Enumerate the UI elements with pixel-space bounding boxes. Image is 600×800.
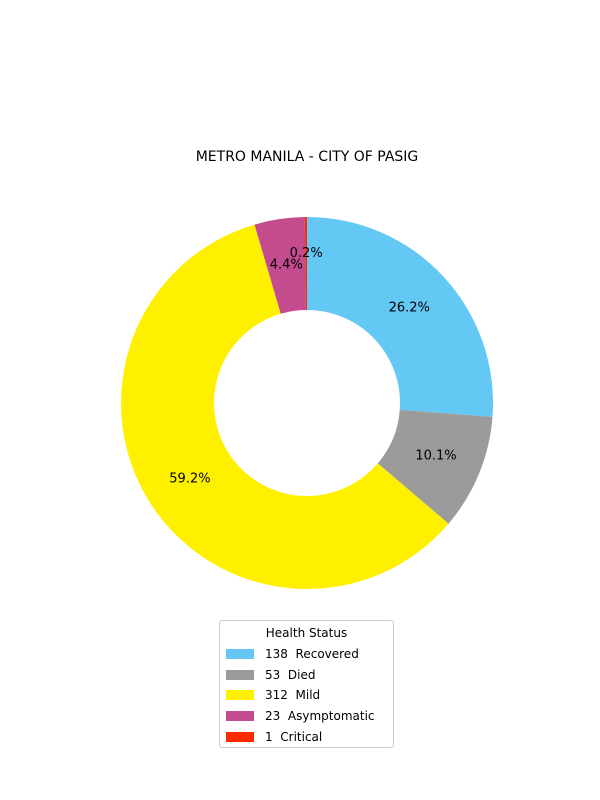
legend-swatch: [226, 649, 254, 659]
legend-title: Health Status: [265, 626, 348, 640]
legend-swatch: [226, 731, 254, 742]
legend-label: 1 Critical: [265, 729, 323, 744]
percent-label-critical: 0.2%: [290, 246, 323, 261]
legend-item-mild: 312 Mild: [226, 687, 320, 703]
legend-label: 312 Mild: [265, 688, 321, 703]
legend-item-critical: 1 Critical: [226, 729, 322, 745]
percent-label-died: 10.1%: [415, 449, 456, 464]
legend-swatch: [226, 711, 254, 722]
slice-critical: [304, 217, 307, 311]
legend-item-died: 53 Died: [226, 667, 315, 683]
legend: Health Status 138 Recovered 53 Died 312 Mi…: [219, 620, 394, 748]
slice-mild: [121, 224, 449, 589]
legend-label: 138 Recovered: [265, 647, 359, 661]
legend-item-asymptomatic: 23 Asymptomatic: [226, 708, 375, 724]
percent-label-mild: 59.2%: [169, 471, 210, 486]
slice-died: [377, 409, 493, 524]
legend-label: 53 Died: [265, 667, 316, 682]
legend-swatch: [226, 690, 254, 701]
slice-asymptomatic: [254, 217, 306, 314]
legend-item-recovered: 138 Recovered: [226, 646, 359, 662]
slice-recovered: [307, 217, 494, 417]
chart-title: METRO MANILA - CITY OF PASIG: [195, 149, 419, 165]
legend-swatch: [226, 669, 254, 680]
percent-label-recovered: 26.2%: [389, 301, 430, 316]
percent-label-asymptomatic: 4.4%: [270, 258, 303, 273]
legend-label: 23 Asymptomatic: [265, 709, 375, 724]
